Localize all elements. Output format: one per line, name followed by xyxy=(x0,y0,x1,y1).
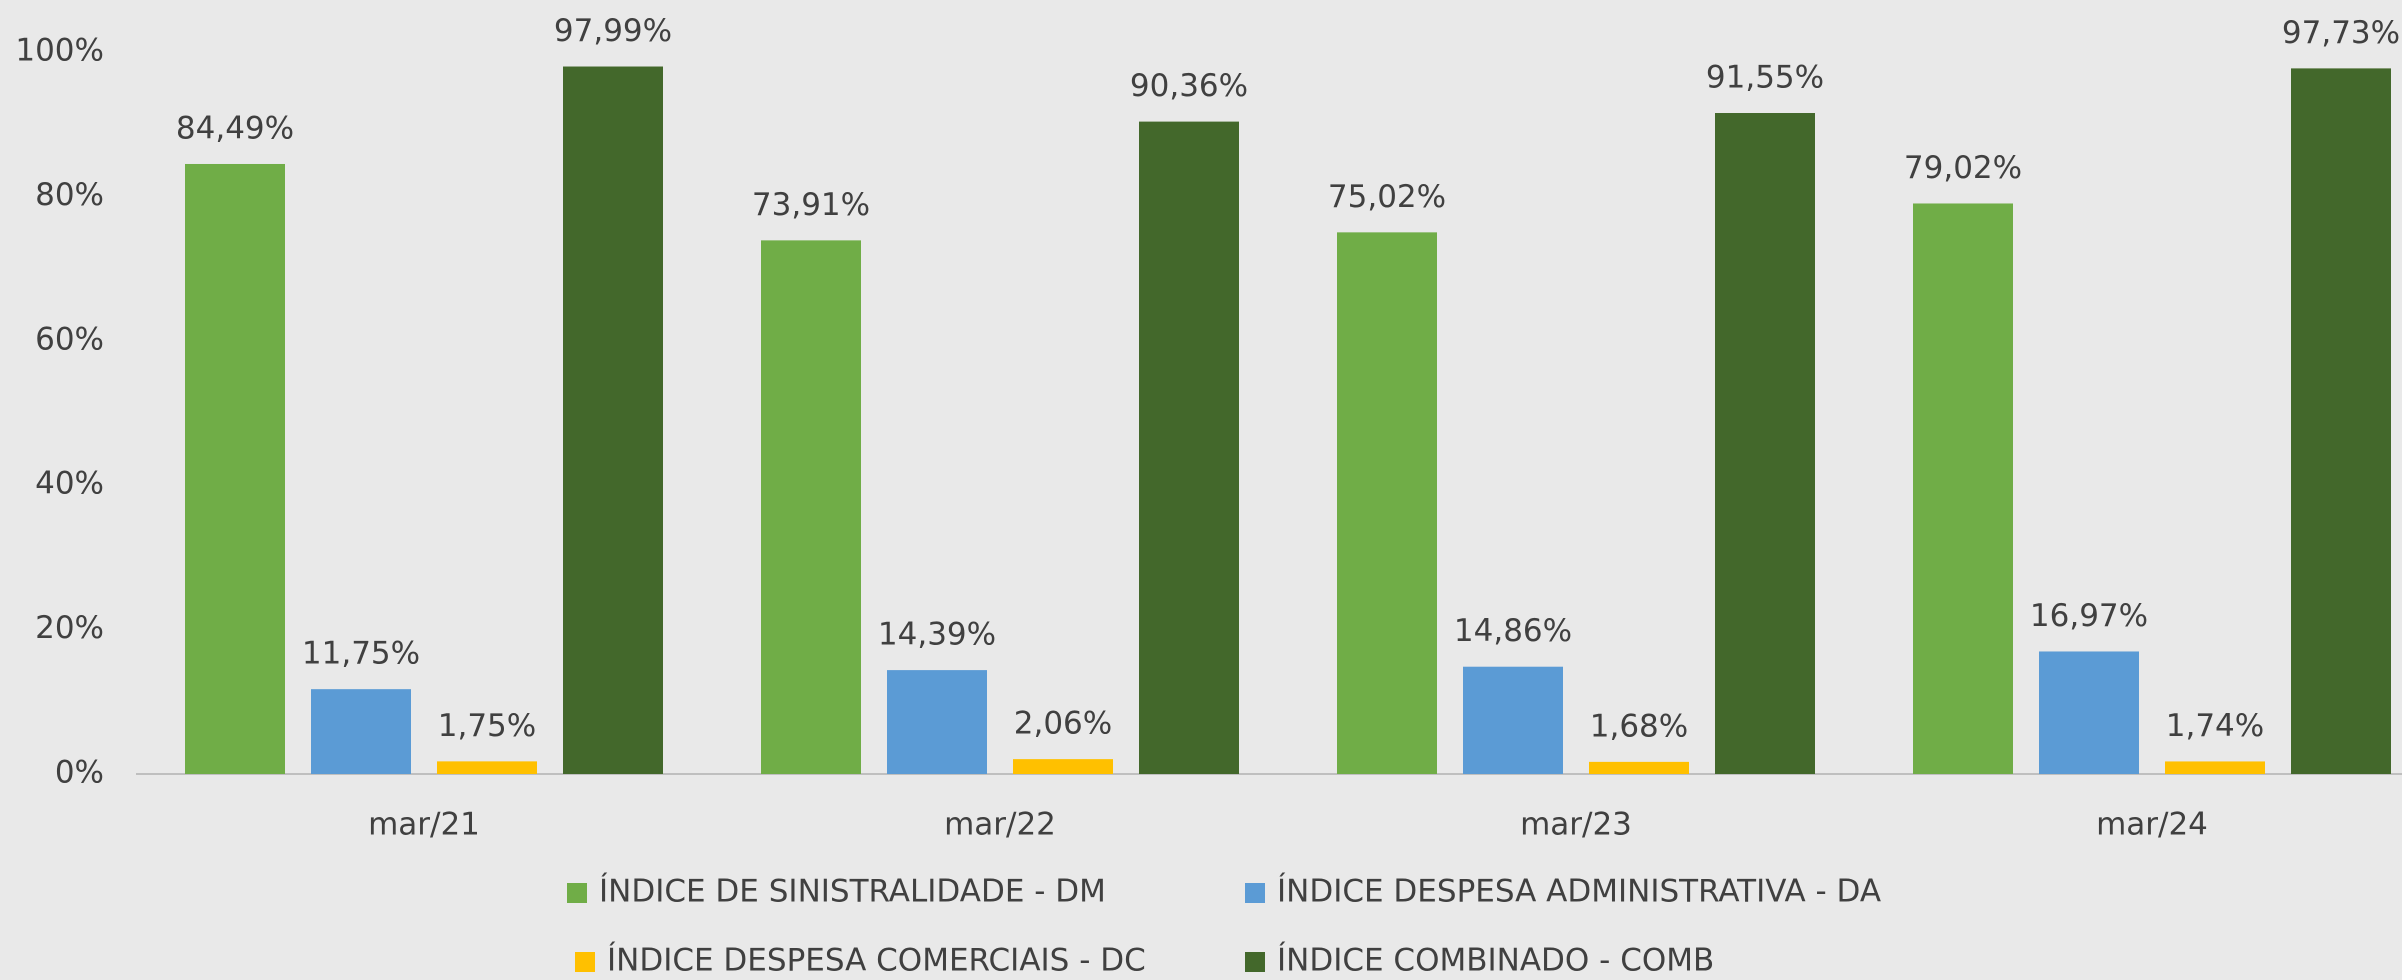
bar xyxy=(2165,761,2265,774)
bar xyxy=(2039,651,2139,774)
data-label: 11,75% xyxy=(302,636,420,672)
data-label: 1,74% xyxy=(2166,708,2264,744)
x-tick-label: mar/21 xyxy=(368,807,480,843)
y-tick-label: 40% xyxy=(35,466,104,502)
bar xyxy=(1463,666,1563,774)
data-label: 84,49% xyxy=(176,110,294,146)
bar xyxy=(887,670,987,774)
y-tick-label: 80% xyxy=(35,177,104,213)
data-label: 90,36% xyxy=(1130,68,1248,104)
data-label: 73,91% xyxy=(752,187,870,223)
y-tick-label: 60% xyxy=(35,321,104,357)
data-label: 97,99% xyxy=(554,13,672,49)
y-tick-label: 20% xyxy=(35,610,104,646)
legend-swatch xyxy=(567,883,587,903)
y-tick-label: 100% xyxy=(15,33,104,69)
legend-swatch xyxy=(1245,952,1265,972)
data-label: 97,73% xyxy=(2282,15,2400,51)
bar xyxy=(1913,203,2013,775)
bar xyxy=(563,66,663,774)
bar xyxy=(1589,761,1689,774)
data-label: 14,39% xyxy=(878,617,996,653)
bar xyxy=(1139,121,1239,774)
legend-swatch xyxy=(575,952,595,972)
x-tick-label: mar/23 xyxy=(1520,807,1632,843)
data-label: 2,06% xyxy=(1014,706,1112,742)
bar xyxy=(1337,232,1437,775)
legend-label: ÍNDICE DE SINISTRALIDADE - DM xyxy=(599,874,1106,910)
x-tick-label: mar/22 xyxy=(944,807,1056,843)
y-tick-label: 0% xyxy=(55,755,104,791)
data-label: 14,86% xyxy=(1454,613,1572,649)
legend-swatch xyxy=(1245,883,1265,903)
legend-label: ÍNDICE COMBINADO - COMB xyxy=(1277,943,1714,979)
data-label: 75,02% xyxy=(1328,179,1446,215)
bar xyxy=(1715,113,1815,774)
data-label: 1,68% xyxy=(1590,708,1688,744)
data-label: 16,97% xyxy=(2030,598,2148,634)
data-label: 91,55% xyxy=(1706,60,1824,96)
data-label: 1,75% xyxy=(438,708,536,744)
bar xyxy=(185,163,285,775)
bar xyxy=(1013,759,1113,774)
bar xyxy=(437,761,537,774)
legend-label: ÍNDICE DESPESA ADMINISTRATIVA - DA xyxy=(1277,874,1881,910)
data-label: 79,02% xyxy=(1904,150,2022,186)
bar xyxy=(311,689,411,774)
bar xyxy=(761,240,861,774)
bar xyxy=(2291,68,2391,774)
x-tick-label: mar/24 xyxy=(2096,807,2208,843)
legend-label: ÍNDICE DESPESA COMERCIAIS - DC xyxy=(607,943,1146,979)
